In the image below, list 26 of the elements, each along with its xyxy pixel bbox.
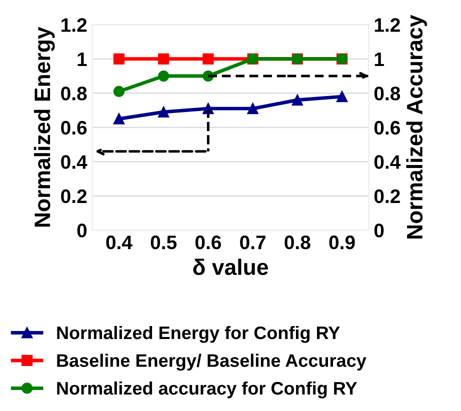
legend-label: Normalized Energy for Config RY bbox=[57, 326, 340, 343]
y2-tick-label: 1.2 bbox=[374, 18, 400, 32]
legend-label: Baseline Energy/ Baseline Accuracy bbox=[57, 354, 366, 371]
y-tick-label: 1.2 bbox=[62, 18, 87, 32]
legend-label: Normalized accuracy for Config RY bbox=[57, 381, 358, 398]
y-tick-label: 0.6 bbox=[61, 120, 87, 135]
x-tick-label: 0.9 bbox=[329, 236, 355, 250]
x-axis-title: δ value bbox=[193, 258, 268, 276]
x-tick-label: 0.5 bbox=[150, 236, 177, 250]
y-tick-label: 0 bbox=[77, 224, 87, 238]
y-tick-label: 0.8 bbox=[61, 86, 87, 100]
y2-axis-title: Normalized Accuracy bbox=[406, 14, 427, 239]
y2-tick-label: 1 bbox=[374, 52, 384, 66]
y-tick-label: 0.4 bbox=[61, 155, 88, 169]
x-tick-label: 0.4 bbox=[106, 236, 132, 250]
y-axis-title: Normalized Energy bbox=[34, 26, 55, 227]
x-tick-label: 0.6 bbox=[195, 236, 222, 250]
y2-tick-label: 0.4 bbox=[374, 155, 401, 169]
y-tick-label: 0.2 bbox=[61, 189, 87, 204]
y2-tick-label: 0.2 bbox=[374, 189, 400, 204]
y2-tick-label: 0.6 bbox=[374, 120, 400, 135]
x-tick-label: 0.7 bbox=[240, 236, 266, 250]
x-tick-label: 0.8 bbox=[284, 236, 310, 250]
y2-tick-label: 0.8 bbox=[374, 86, 400, 100]
y-tick-label: 1 bbox=[78, 52, 87, 66]
y2-tick-label: 0 bbox=[374, 224, 384, 238]
